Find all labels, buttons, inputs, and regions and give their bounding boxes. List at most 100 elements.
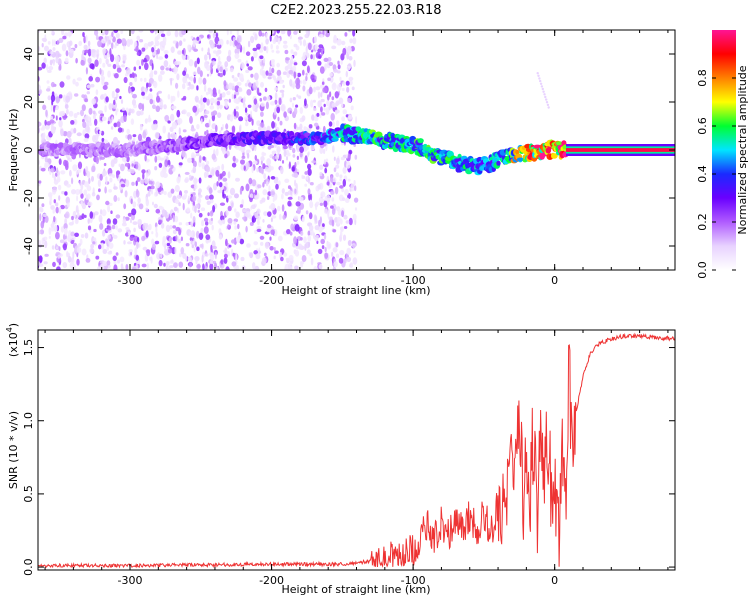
spectrogram-noise-cell — [71, 215, 74, 221]
spectrogram-noise-cell — [112, 233, 115, 238]
spectrogram-noise-cell — [270, 43, 274, 50]
spectrogram-noise-cell — [235, 177, 240, 182]
spectrogram-noise-cell — [259, 97, 263, 102]
spectrogram-noise-cell — [120, 263, 124, 270]
spectrogram-noise-cell — [194, 241, 197, 248]
spectrogram-band-core — [566, 148, 675, 152]
spectrogram-noise-cell — [209, 105, 215, 110]
spectrogram-noise-cell — [149, 30, 155, 34]
spectrogram-noise-cell — [307, 168, 312, 176]
y-tick-label: 0.5 — [22, 485, 35, 503]
spectrogram-noise-cell — [145, 172, 149, 178]
spectrogram-noise-cell — [336, 38, 342, 46]
spectrogram-noise-cell — [204, 110, 210, 115]
spectrogram-noise-cell — [331, 251, 334, 257]
x-tick-label: -300 — [118, 574, 143, 587]
spectrogram-noise-cell — [208, 174, 212, 178]
spectrogram-noise-cell — [53, 199, 56, 204]
spectrogram-noise-cell — [44, 119, 47, 126]
spectrogram-noise-cell — [329, 91, 332, 98]
spectrogram-noise-cell — [227, 114, 231, 118]
spectrogram-noise-cell — [265, 32, 268, 40]
spectrogram-noise-cell — [120, 99, 124, 104]
spectrogram-noise-cell — [306, 249, 311, 255]
spectrogram-noise-cell — [155, 231, 159, 238]
spectrogram-noise-cell — [225, 238, 228, 247]
spectrogram-noise-cell — [96, 49, 100, 54]
spectrogram-noise-cell — [168, 236, 172, 244]
spectrogram-noise-cell — [102, 48, 107, 54]
colorbar-tick-label: 0.4 — [696, 165, 709, 183]
spectrogram-noise-cell — [324, 196, 327, 201]
spectrogram-noise-cell — [355, 116, 358, 124]
spectrogram-noise-cell — [68, 110, 74, 117]
spectrogram-noise-cell — [226, 39, 229, 45]
spectrogram-noise-cell — [41, 62, 46, 69]
spectrogram-noise-cell — [151, 63, 154, 71]
spectrogram-noise-cell — [271, 49, 275, 53]
spectrogram-noise-cell — [272, 155, 276, 160]
spectrogram-noise-cell — [156, 95, 160, 103]
spectrogram-noise-cell — [335, 172, 340, 178]
spectrogram-noise-cell — [354, 207, 358, 211]
spectrogram-noise-cell — [115, 32, 120, 39]
spectrogram-noise-cell — [335, 253, 340, 259]
spectrogram-noise-cell — [320, 106, 323, 113]
spectrogram-noise-cell — [164, 114, 170, 122]
spectrogram-noise-cell — [172, 214, 176, 223]
spectrogram-noise-cell — [274, 92, 278, 100]
spectrogram-noise-cell — [205, 91, 209, 96]
spectrogram-noise-cell — [135, 190, 140, 198]
spectrogram-noise-cell — [318, 55, 322, 60]
spectrogram-noise-cell — [227, 251, 231, 257]
spectrogram-noise-cell — [165, 224, 171, 233]
spectrogram-noise-cell — [50, 126, 56, 135]
spectrogram-noise-cell — [53, 216, 56, 223]
spectrogram-noise-cell — [115, 92, 119, 98]
spectrogram-noise-cell — [217, 165, 221, 170]
spectrogram-noise-cell — [186, 55, 190, 60]
spectrogram-noise-cell — [221, 92, 226, 98]
spectrogram-noise-cell — [272, 197, 275, 203]
spectrogram-noise-cell — [341, 87, 345, 92]
spectrogram-noise-cell — [154, 36, 158, 44]
spectrogram-noise-cell — [173, 262, 178, 268]
spectrogram-noise-cell — [158, 259, 163, 267]
spectrogram-noise-cell — [315, 203, 318, 211]
spectrogram-noise-cell — [192, 166, 197, 174]
spectrogram-noise-cell — [348, 76, 354, 81]
spectrogram-noise-cell — [153, 81, 158, 89]
spectrogram-noise-cell — [167, 120, 171, 124]
spectrogram-noise-cell — [44, 156, 48, 163]
spectrogram-noise-cell — [121, 156, 127, 162]
spectrogram-noise-cell — [95, 156, 100, 165]
spectrogram-noise-cell — [224, 99, 228, 108]
spectrogram-noise-cell — [300, 261, 305, 265]
spectrogram-noise-cell — [132, 221, 138, 226]
spectrogram-noise-cell — [43, 57, 47, 64]
spectrogram-noise-cell — [353, 59, 356, 67]
spectrogram-noise-cell — [254, 212, 259, 219]
spectrogram-noise-cell — [187, 44, 191, 51]
spectrogram-noise-cell — [293, 62, 298, 66]
spectrogram-noise-cell — [301, 115, 306, 122]
spectrogram-noise-cell — [55, 96, 60, 104]
spectrogram-noise-cell — [338, 257, 344, 264]
spectrogram-noise-cell — [167, 132, 171, 140]
spectrogram-noise-cell — [182, 70, 187, 76]
spectrogram-noise-cell — [39, 213, 42, 222]
spectrogram-noise-cell — [155, 208, 161, 214]
spectrogram-noise-cell — [56, 39, 59, 46]
spectrogram-noise-cell — [305, 241, 311, 249]
spectrogram-noise-cell — [87, 225, 92, 231]
spectrogram-noise-cell — [307, 30, 311, 37]
spectrogram-noise-cell — [204, 54, 208, 61]
spectrogram-noise-cell — [107, 70, 111, 78]
spectrogram-noise-cell — [222, 147, 227, 155]
spectrogram-noise-cell — [83, 44, 88, 50]
spectrogram-noise-cell — [208, 187, 213, 195]
spectrogram-noise-cell — [240, 62, 245, 70]
spectrogram-noise-cell — [42, 37, 47, 43]
spectrogram-noise-cell — [66, 183, 71, 188]
spectrogram-noise-cell — [271, 121, 275, 129]
